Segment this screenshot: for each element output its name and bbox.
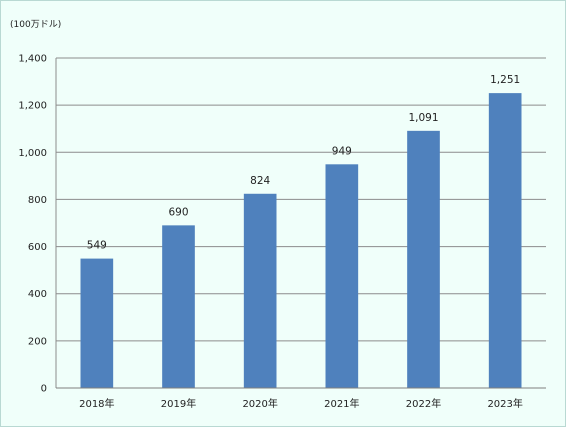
data-label: 824	[250, 175, 270, 187]
y-tick-label: 1,200	[18, 101, 47, 112]
bar	[80, 258, 114, 388]
y-tick-label: 1,000	[18, 148, 47, 159]
bar	[162, 225, 195, 388]
y-tick-label: 200	[28, 336, 47, 347]
x-tick-label: 2022年	[406, 397, 441, 410]
x-tick-label: 2021年	[324, 397, 359, 410]
bar	[407, 130, 440, 389]
bar	[325, 164, 359, 388]
data-label: 1,251	[490, 74, 520, 86]
y-tick-label: 1,400	[18, 54, 47, 65]
x-tick-label: 2018年	[79, 397, 114, 410]
data-label: 690	[168, 206, 188, 218]
bars	[80, 93, 522, 389]
y-tick-label: 0	[41, 384, 47, 395]
x-tick-label: 2019年	[161, 397, 196, 410]
data-label: 549	[87, 240, 107, 252]
y-tick-label: 600	[28, 242, 47, 253]
y-tick-label: 800	[28, 195, 47, 206]
unit-label: (100万ドル)	[10, 20, 62, 30]
gridlines	[56, 57, 546, 389]
y-tick-label: 400	[28, 289, 47, 300]
data-label: 949	[332, 145, 352, 157]
bar	[243, 193, 277, 388]
bar	[488, 93, 522, 388]
data-label: 1,091	[408, 112, 438, 124]
x-tick-label: 2020年	[242, 397, 277, 410]
x-tick-label: 2023年	[487, 397, 522, 410]
data-labels: 549 690 824 949 1,091 1,251	[87, 74, 520, 251]
x-axis: 2018年 2019年 2020年 2021年 2022年 2023年	[56, 387, 546, 410]
y-axis: 0 200 400 600 800 1,000 1,200 1,400	[18, 54, 57, 395]
